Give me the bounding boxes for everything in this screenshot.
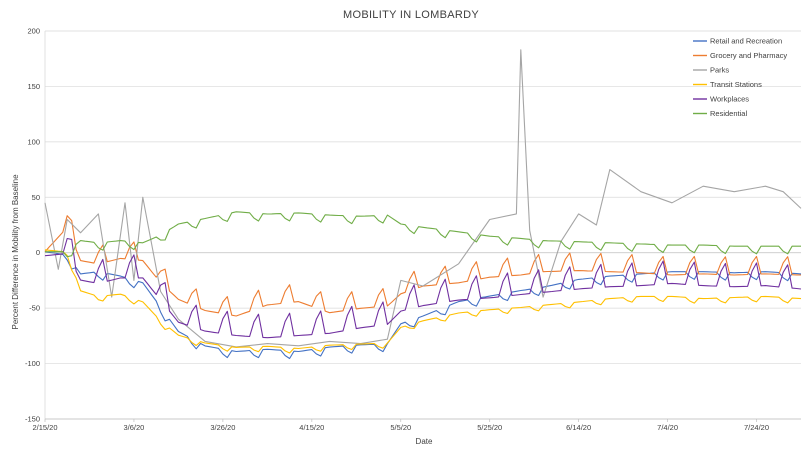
series-line-residential xyxy=(45,211,801,258)
series-line-parks xyxy=(44,49,802,348)
x-axis-title: Date xyxy=(416,437,433,446)
y-tick-label: 50 xyxy=(32,193,40,202)
y-tick-label: 200 xyxy=(27,27,40,36)
legend-label-grocery-and-pharmacy: Grocery and Pharmacy xyxy=(710,51,787,60)
legend: Retail and Recreation Grocery and Pharmac… xyxy=(693,37,787,118)
legend-label-transit-stations: Transit Stations xyxy=(710,80,762,89)
x-tick-label: 7/4/20 xyxy=(657,423,678,432)
x-tick-label: 3/6/20 xyxy=(124,423,145,432)
series-line-workplaces xyxy=(44,237,802,339)
legend-label-parks: Parks xyxy=(710,66,729,75)
y-tick-label: 150 xyxy=(27,82,40,91)
x-tick-label: 7/24/20 xyxy=(744,423,769,432)
y-tick-label: -50 xyxy=(29,304,40,313)
x-tick-label: 5/25/20 xyxy=(477,423,502,432)
x-tick-label: 6/14/20 xyxy=(566,423,591,432)
legend-label-retail-and-recreation: Retail and Recreation xyxy=(710,37,782,46)
x-tick-label: 3/26/20 xyxy=(210,423,235,432)
axes: -150 -100 -50 0 50 100 150 200 2/15/20 3/6/20 3/26… xyxy=(25,27,801,432)
series-line-retail-and-recreation xyxy=(44,251,802,360)
y-tick-label: -100 xyxy=(25,359,40,368)
x-tick-label: 4/15/20 xyxy=(299,423,324,432)
y-tick-label: -150 xyxy=(25,415,40,424)
series-lines xyxy=(44,49,802,360)
x-tick-label: 2/15/20 xyxy=(32,423,57,432)
y-tick-label: 0 xyxy=(36,248,40,257)
legend-label-residential: Residential xyxy=(710,109,747,118)
y-axis-title: Percent Difference in Mobility from Base… xyxy=(11,174,20,330)
legend-label-workplaces: Workplaces xyxy=(710,95,749,104)
chart-title: MOBILITY IN LOMBARDY xyxy=(343,9,479,21)
x-tick-label: 5/5/20 xyxy=(390,423,411,432)
series-line-transit-stations xyxy=(44,249,802,354)
y-tick-label: 100 xyxy=(27,137,40,146)
